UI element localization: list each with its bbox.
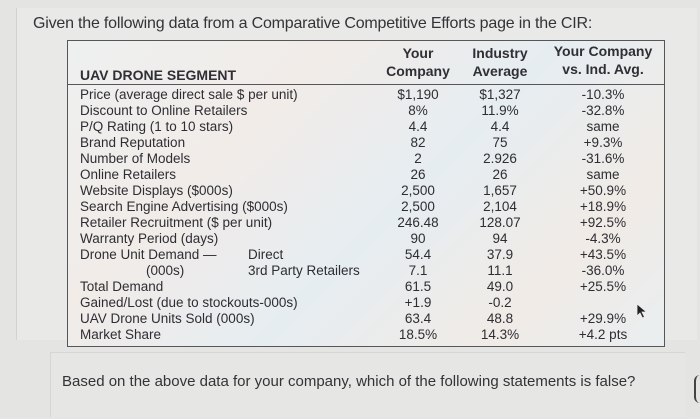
cell-vs-industry: +92.5% [579,215,627,230]
cell-vs-industry: -31.6% [581,151,625,166]
row-label: Total Demand [80,279,164,294]
row-label: Brand Reputation [80,135,186,150]
cell-your-company: 26 [410,167,426,182]
cell-industry-average: 48.8 [486,311,514,326]
row-label: Discount to Online Retailers [80,103,248,118]
cell-your-company: 2,500 [401,183,435,198]
cell-your-company: 54.4 [404,247,432,262]
cell-your-company: 2 [414,151,422,166]
header-your-line1: Your [402,45,434,61]
cell-vs-industry: +25.5% [579,279,627,294]
cell-your-company: 61.5 [404,279,432,294]
header-divider [68,84,664,85]
cell-vs-industry: same [586,167,620,182]
cell-industry-average: 14.3% [480,327,520,342]
cell-industry-average: 94 [492,231,508,246]
row-label: Online Retailers [80,167,177,182]
cell-industry-average: 26 [492,167,508,182]
row-label: Number of Models [80,151,191,166]
header-industry-line2: Average [472,63,528,79]
cell-vs-industry: +9.3% [583,135,623,150]
cell-vs-industry: +18.9% [579,199,627,214]
row-label: Retailer Recruitment ($ per unit) [80,215,273,230]
cell-your-company: $1,190 [397,87,439,102]
row-label: Market Share [80,327,162,342]
cell-industry-average: 4.4 [490,119,510,134]
row-label: Drone Unit Demand — [80,247,217,262]
cell-industry-average: $1,327 [479,87,521,102]
cell-industry-average: 11.1 [487,263,513,278]
cell-vs-industry: +43.5% [579,247,627,262]
comparative-efforts-table: Your Company Industry Average Your Compa… [67,40,665,347]
row-label: Search Engine Advertising ($000s) [80,199,288,214]
cell-industry-average: 128.07 [479,215,521,230]
prompt-panel [50,352,685,417]
row-sublabel: 3rd Party Retailers [248,263,360,278]
row-label: Gained/Lost (due to stockouts-000s) [80,295,298,310]
cell-industry-average: 37.9 [486,247,514,262]
header-vs-line1: Your Company [553,43,653,59]
cell-vs-industry: +29.9% [579,311,627,326]
cell-your-company: 7.1 [408,263,428,278]
prompt-text: Based on the above data for your company… [62,373,636,390]
cell-industry-average: 1,657 [483,183,517,198]
cell-vs-industry: -4.3% [585,231,621,246]
cell-vs-industry: same [586,119,620,134]
cell-your-company: 246.48 [397,215,439,230]
row-label: UAV Drone Units Sold (000s) [80,311,255,326]
cell-your-company: 2,500 [401,199,435,214]
question-text: Given the following data from a Comparat… [33,15,593,32]
cell-industry-average: 75 [492,135,508,150]
cell-vs-industry: -32.8% [581,103,625,118]
cell-vs-industry: +50.9% [579,183,627,198]
cell-your-company: +1.9 [404,295,432,310]
cell-your-company: 82 [410,135,426,150]
header-industry-line1: Industry [472,45,528,61]
row-sublabel: Direct [248,247,284,262]
cell-your-company: 4.4 [408,119,428,134]
cell-your-company: 63.4 [404,311,432,326]
cell-vs-industry: -10.3% [581,87,625,102]
cell-your-company: 8% [408,103,428,118]
row-label: Website Displays ($000s) [80,183,233,198]
mouse-pointer-icon [636,303,648,319]
header-your-line2: Company [386,63,450,79]
row-label: P/Q Rating (1 to 10 stars) [80,119,234,134]
cell-vs-industry: -36.0% [581,263,625,278]
cell-vs-industry: +4.2 pts [578,327,628,342]
cell-industry-average: -0.2 [488,295,512,310]
edge-bracket [694,375,700,403]
cell-industry-average: 11.9% [481,103,519,118]
cell-your-company: 90 [410,231,426,246]
row-label: Warranty Period (days) [80,231,219,246]
segment-title: UAV DRONE SEGMENT [80,67,237,83]
cell-industry-average: 49.0 [486,279,514,294]
cell-industry-average: 2.926 [483,151,517,166]
cell-industry-average: 2,104 [483,199,517,214]
cell-your-company: 18.5% [398,327,438,342]
row-label: Price (average direct sale $ per unit) [80,87,298,102]
row-label: (000s) [146,263,185,278]
header-vs-line2: vs. Ind. Avg. [562,61,644,77]
